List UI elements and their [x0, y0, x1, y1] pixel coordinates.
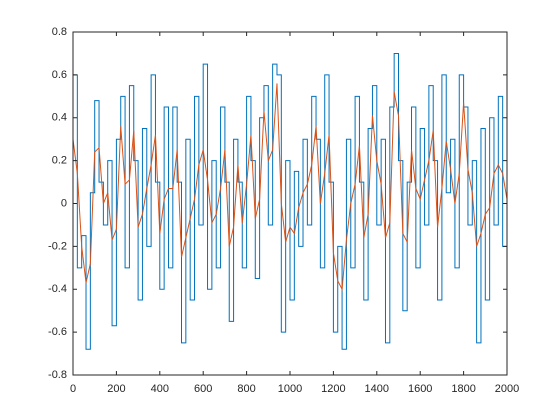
x-tick-label: 600 [194, 383, 212, 395]
x-tick-label: 800 [237, 383, 255, 395]
x-tick-label: 400 [151, 383, 169, 395]
x-tick-label: 1200 [321, 383, 345, 395]
y-tick-label: 0.4 [52, 112, 67, 124]
axes-box [72, 31, 508, 376]
y-tick-label: 0.2 [52, 155, 67, 167]
x-tick-label: 1000 [278, 383, 302, 395]
y-tick-label: 0.6 [52, 69, 67, 81]
y-tick-label: -0.6 [48, 326, 67, 338]
series-line [73, 52, 508, 350]
x-tick-label: 2000 [495, 383, 519, 395]
y-tick-label: -0.4 [48, 283, 67, 295]
y-tick-label: -0.8 [48, 369, 67, 381]
x-tick-label: 200 [107, 383, 125, 395]
x-tick-label: 1400 [365, 383, 389, 395]
x-tick-label: 0 [70, 383, 76, 395]
series-line [72, 83, 508, 292]
x-tick-label: 1800 [451, 383, 475, 395]
y-tick-label: -0.2 [48, 240, 67, 252]
y-tick-label: 0 [61, 197, 67, 209]
x-tick-label: 1600 [408, 383, 432, 395]
y-tick-label: 0.8 [52, 26, 67, 38]
